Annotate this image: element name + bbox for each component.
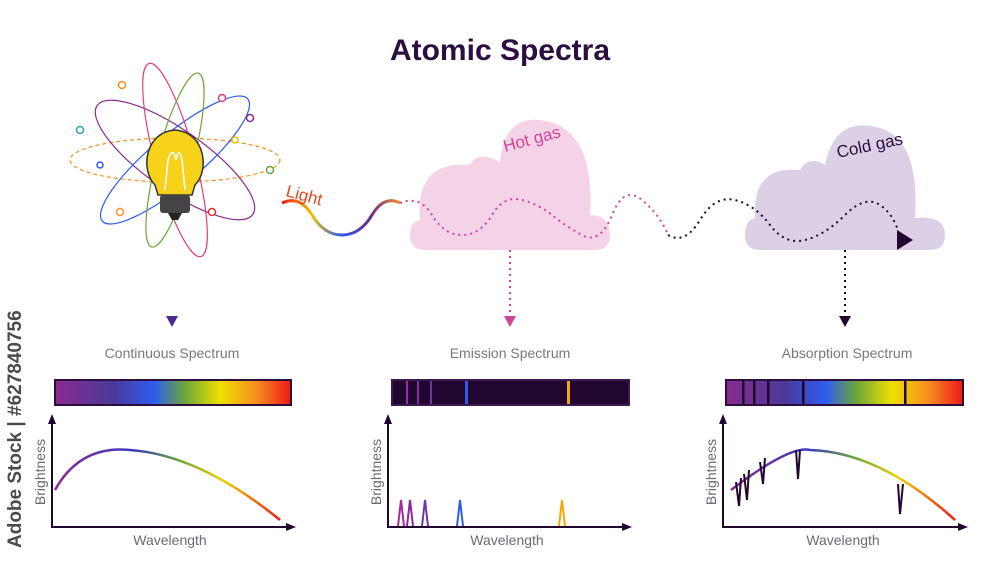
light-wave (281, 199, 401, 237)
absorption-spectrum-bar (725, 379, 964, 406)
x-axis-label: Wavelength (470, 532, 543, 548)
emission-graph: Wavelength Brightness (368, 414, 632, 548)
page-title: Atomic Spectra (390, 34, 610, 67)
absorption-spectrum-label: Absorption Spectrum (782, 345, 913, 361)
arrow-down-icon (166, 316, 178, 327)
absorption-graph: Wavelength Brightness (703, 414, 968, 548)
arrow-down-icon (839, 316, 851, 327)
continuous-graph: Wavelength Brightness (32, 414, 296, 548)
cold-gas-cloud (745, 125, 945, 250)
emission-spectrum-label: Emission Spectrum (450, 345, 571, 361)
arrow-down-icon (504, 316, 516, 327)
absorbed-light-wave (667, 198, 901, 242)
continuous-spectrum-bar (54, 379, 292, 406)
y-axis-label: Brightness (703, 439, 719, 505)
x-axis-label: Wavelength (806, 532, 879, 548)
light-label: Light (284, 182, 325, 210)
continuous-spectrum-label: Continuous Spectrum (105, 345, 240, 361)
arrow-head-icon (897, 230, 913, 250)
y-axis-label: Brightness (368, 439, 384, 505)
hot-gas-cloud (410, 119, 610, 250)
y-axis-label: Brightness (32, 439, 48, 505)
brightness-curve (53, 448, 281, 521)
x-axis-label: Wavelength (133, 532, 206, 548)
emission-spectrum-bar (391, 379, 630, 406)
light-bulb-icon (69, 62, 281, 258)
